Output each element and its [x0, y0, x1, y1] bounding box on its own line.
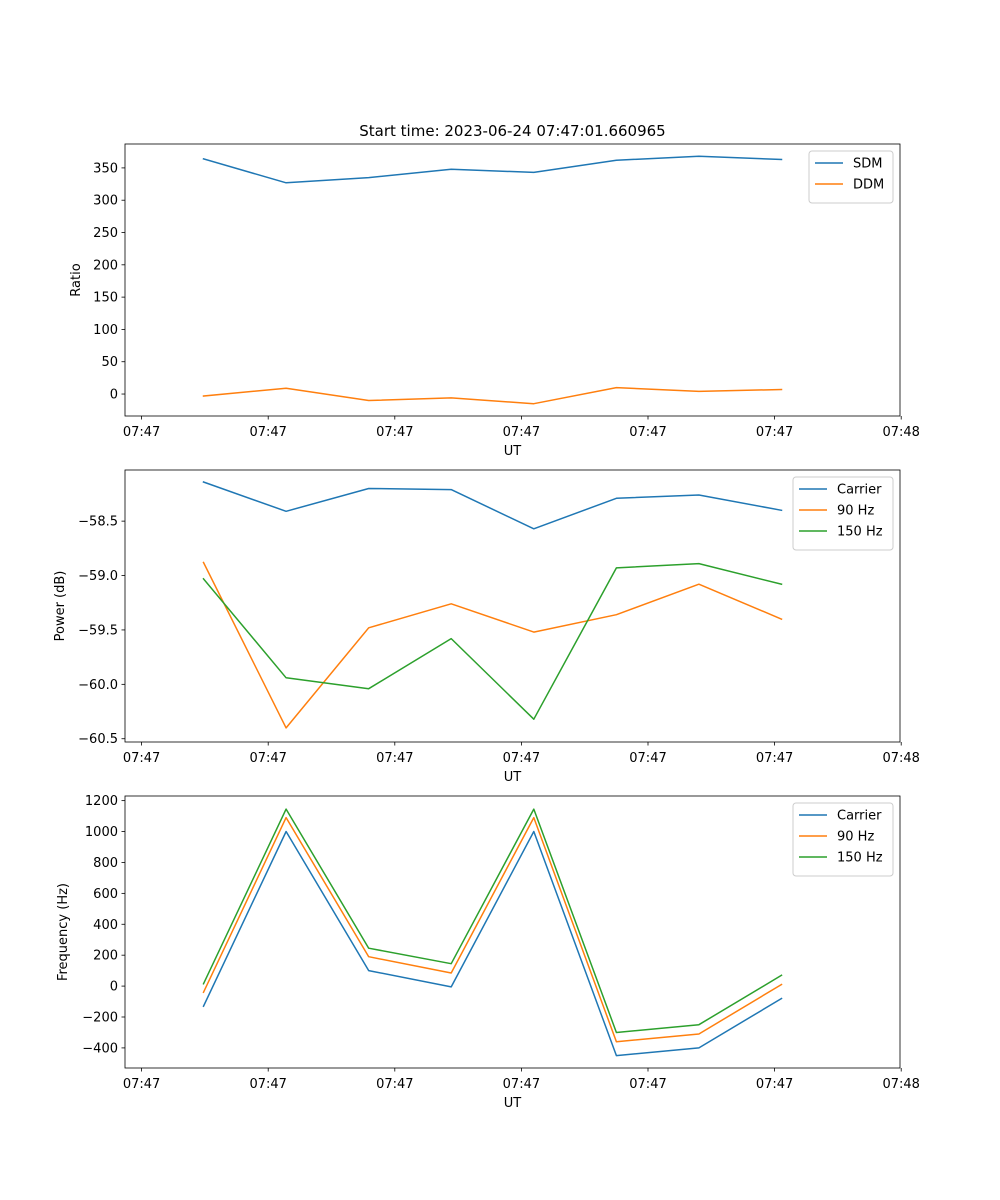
- x-tick-label: 07:48: [882, 425, 919, 440]
- legend: Carrier 90 Hz 150 Hz: [792, 802, 894, 877]
- chart-panel-1: 07:47 07:47 07:47 07:47 07:47 07:47 07:48 0 50 10…: [69, 143, 920, 459]
- legend: Carrier 90 Hz 150 Hz: [792, 476, 894, 551]
- y-axis-label: Power (dB): [53, 571, 68, 642]
- series-line-2-2: [202, 561, 783, 729]
- legend-label: Carrier: [837, 483, 882, 498]
- y-tick-label: 300: [93, 194, 118, 209]
- charts-container: 07:47 07:47 07:47 07:47 07:47 07:47 07:48 0 50 10…: [53, 143, 920, 1111]
- y-tick-label: −58.5: [78, 515, 118, 530]
- x-tick-label: 07:47: [123, 425, 160, 440]
- legend-box: [808, 150, 894, 204]
- y-tick-label: 50: [101, 355, 118, 370]
- y-axis-label: Ratio: [69, 263, 84, 296]
- x-axis-label: UT: [504, 1096, 522, 1111]
- legend-label: 90 Hz: [837, 504, 874, 519]
- y-tick-label: 1200: [85, 794, 118, 809]
- x-tick-label: 07:47: [376, 1077, 413, 1092]
- x-tick-label: 07:47: [123, 1077, 160, 1092]
- y-tick-label: 100: [93, 323, 118, 338]
- x-tick-label: 07:47: [249, 425, 286, 440]
- y-tick-label: −400: [82, 1041, 118, 1056]
- y-tick-label: −60.5: [78, 732, 118, 747]
- series-line-1-1: [202, 155, 783, 184]
- y-tick-label: −60.0: [78, 678, 118, 693]
- x-tick-label: 07:47: [123, 751, 160, 766]
- legend-label: 90 Hz: [837, 830, 874, 845]
- x-tick-label: 07:47: [756, 751, 793, 766]
- y-tick-label: 250: [93, 226, 118, 241]
- x-tick-label: 07:47: [756, 425, 793, 440]
- legend-label: SDM: [853, 157, 882, 172]
- chart-panel-3: 07:47 07:47 07:47 07:47 07:47 07:47 07:48 −400 −…: [56, 794, 920, 1111]
- x-tick-label: 07:48: [882, 1077, 919, 1092]
- y-tick-label: 0: [110, 388, 118, 403]
- x-tick-label: 07:47: [249, 1077, 286, 1092]
- x-tick-label: 07:47: [503, 1077, 540, 1092]
- axes-frame: [124, 469, 901, 743]
- series-line-2-1: [202, 481, 783, 530]
- x-tick-label: 07:47: [503, 425, 540, 440]
- x-axis-label: UT: [504, 444, 522, 459]
- legend-label: 150 Hz: [837, 851, 883, 866]
- x-tick-label: 07:47: [376, 425, 413, 440]
- series-line-1-2: [202, 386, 783, 405]
- series-line-2-3: [202, 562, 783, 720]
- y-tick-label: −200: [82, 1011, 118, 1026]
- figure-title: Start time: 2023-06-24 07:47:01.660965: [359, 122, 665, 140]
- x-tick-label: 07:47: [629, 1077, 666, 1092]
- y-tick-label: 800: [93, 856, 118, 871]
- y-tick-label: 150: [93, 291, 118, 306]
- axes-frame: [124, 795, 901, 1069]
- x-tick-label: 07:47: [249, 751, 286, 766]
- x-tick-label: 07:47: [756, 1077, 793, 1092]
- y-tick-label: −59.5: [78, 623, 118, 638]
- y-tick-label: 350: [93, 161, 118, 176]
- series-line-3-2: [202, 816, 783, 1043]
- y-tick-label: 400: [93, 918, 118, 933]
- y-tick-label: 1000: [85, 825, 118, 840]
- x-tick-label: 07:48: [882, 751, 919, 766]
- x-tick-label: 07:47: [376, 751, 413, 766]
- axes-frame: [124, 143, 901, 417]
- x-tick-label: 07:47: [629, 425, 666, 440]
- legend: SDM DDM: [808, 150, 894, 204]
- y-axis-label: Frequency (Hz): [56, 883, 71, 981]
- x-axis-label: UT: [504, 770, 522, 785]
- legend-label: Carrier: [837, 809, 882, 824]
- legend-label: 150 Hz: [837, 525, 883, 540]
- x-tick-label: 07:47: [629, 751, 666, 766]
- x-tick-label: 07:47: [503, 751, 540, 766]
- y-tick-label: −59.0: [78, 569, 118, 584]
- series-line-3-1: [202, 830, 783, 1057]
- y-tick-label: 600: [93, 887, 118, 902]
- legend-label: DDM: [853, 178, 884, 193]
- series-line-3-3: [202, 808, 783, 1034]
- y-tick-label: 0: [110, 980, 118, 995]
- y-tick-label: 200: [93, 949, 118, 964]
- chart-panel-2: 07:47 07:47 07:47 07:47 07:47 07:47 07:48 −60.5…: [53, 469, 920, 785]
- y-tick-label: 200: [93, 258, 118, 273]
